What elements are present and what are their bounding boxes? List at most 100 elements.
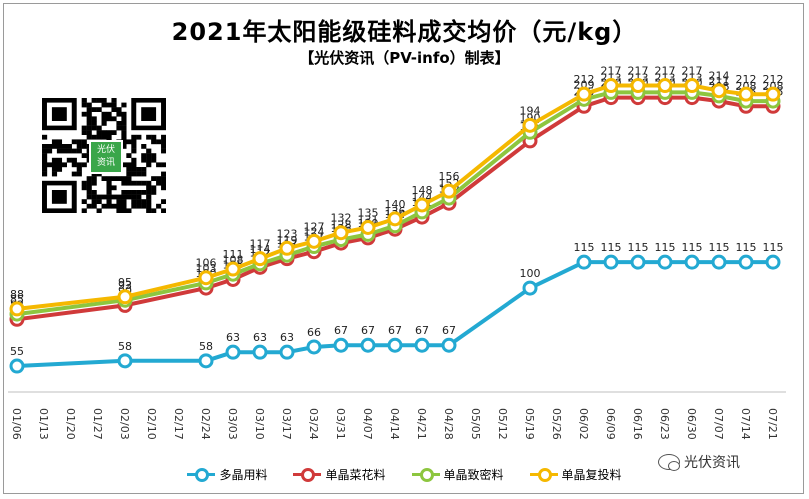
data-label: 115	[655, 241, 676, 254]
qr-module	[111, 185, 117, 191]
data-point	[360, 220, 376, 235]
data-label: 63	[253, 331, 267, 344]
data-label: 67	[334, 324, 348, 337]
qr-module	[96, 107, 102, 112]
qr-module	[106, 134, 112, 140]
qr-module	[86, 107, 92, 112]
qr-module	[96, 194, 102, 200]
qr-module	[121, 111, 127, 117]
data-label: 209	[574, 78, 595, 91]
qr-module	[116, 111, 122, 117]
x-tick-label: 06/09	[604, 408, 617, 440]
qr-module	[121, 134, 127, 140]
qr-module	[106, 199, 112, 204]
data-label: 212	[763, 73, 784, 86]
chart-subtitle: 【光伏资讯（PV-info）制表】	[299, 49, 510, 67]
qr-module	[131, 139, 137, 145]
x-tick-label: 01/20	[64, 408, 77, 440]
qr-module	[116, 107, 122, 112]
qr-module	[121, 190, 127, 195]
qr-module	[81, 102, 87, 108]
data-label: 217	[655, 65, 676, 78]
wechat-icon	[658, 454, 680, 471]
qr-module	[146, 203, 152, 209]
data-point	[603, 254, 619, 270]
data-label: 217	[601, 65, 622, 78]
data-label: 148	[412, 184, 433, 197]
qr-module	[86, 190, 92, 195]
qr-module	[91, 116, 97, 122]
data-label: 93	[118, 279, 132, 292]
data-label: 115	[682, 241, 703, 254]
qr-module	[101, 111, 107, 117]
qr-module	[86, 203, 92, 209]
data-point	[576, 254, 592, 270]
x-tick-label: 03/31	[334, 408, 347, 440]
qr-module	[101, 121, 107, 126]
data-label: 212	[736, 73, 757, 86]
qr-module	[56, 144, 63, 149]
qr-module	[96, 98, 102, 103]
qr-module	[46, 162, 53, 168]
qr-module	[161, 199, 166, 204]
qr-module	[96, 208, 102, 213]
qr-module	[141, 157, 147, 163]
qr-module	[136, 190, 142, 195]
qr-module	[121, 144, 127, 149]
x-tick-label: 04/21	[415, 408, 428, 440]
qr-module	[96, 125, 102, 131]
data-label: 67	[415, 324, 429, 337]
qr-module	[101, 203, 107, 209]
data-point	[225, 261, 241, 277]
qr-module	[86, 180, 92, 186]
data-label: 212	[574, 73, 595, 86]
qr-module	[141, 203, 147, 209]
qr-module	[121, 125, 127, 131]
data-label: 63	[280, 331, 294, 344]
qr-module	[161, 185, 166, 191]
qr-module	[161, 208, 166, 213]
qr-module	[131, 144, 137, 149]
data-point	[279, 240, 295, 256]
qr-module	[81, 111, 87, 117]
qr-module	[136, 180, 142, 186]
qr-code: 光伏 资讯	[42, 98, 166, 213]
qr-module	[111, 194, 117, 200]
data-label: 67	[442, 324, 456, 337]
data-label: 63	[226, 331, 240, 344]
legend-swatch	[293, 467, 322, 482]
legend-label: 多晶用料	[219, 467, 268, 482]
qr-module	[151, 157, 157, 163]
qr-module	[131, 134, 137, 140]
qr-module	[71, 148, 77, 154]
qr-module	[51, 144, 58, 149]
qr-module	[91, 98, 97, 103]
qr-module	[106, 185, 112, 191]
x-tick-label: 03/03	[226, 408, 239, 440]
qr-module	[81, 153, 87, 158]
qr-module	[151, 185, 157, 191]
qr-module	[141, 167, 147, 172]
x-tick-label: 05/26	[550, 408, 563, 440]
x-tick-label: 03/17	[280, 408, 293, 440]
chart-title: 2021年太阳能级硅料成交均价（元/kg）	[171, 18, 638, 46]
data-point	[333, 337, 349, 353]
qr-module	[151, 139, 157, 145]
qr-module	[106, 116, 112, 122]
data-point	[684, 78, 700, 94]
data-label: 106	[196, 257, 217, 270]
data-label: 58	[199, 340, 213, 353]
qr-module	[161, 171, 166, 177]
data-point	[306, 233, 322, 249]
data-point	[765, 86, 781, 102]
data-point	[441, 183, 457, 199]
qr-module	[42, 153, 48, 158]
qr-module	[81, 180, 87, 186]
x-tick-label: 02/10	[145, 408, 158, 440]
qr-module	[136, 203, 142, 209]
qr-module	[121, 121, 127, 126]
qr-module	[111, 107, 117, 112]
qr-module	[96, 199, 102, 204]
x-tick-label: 04/14	[388, 408, 401, 440]
